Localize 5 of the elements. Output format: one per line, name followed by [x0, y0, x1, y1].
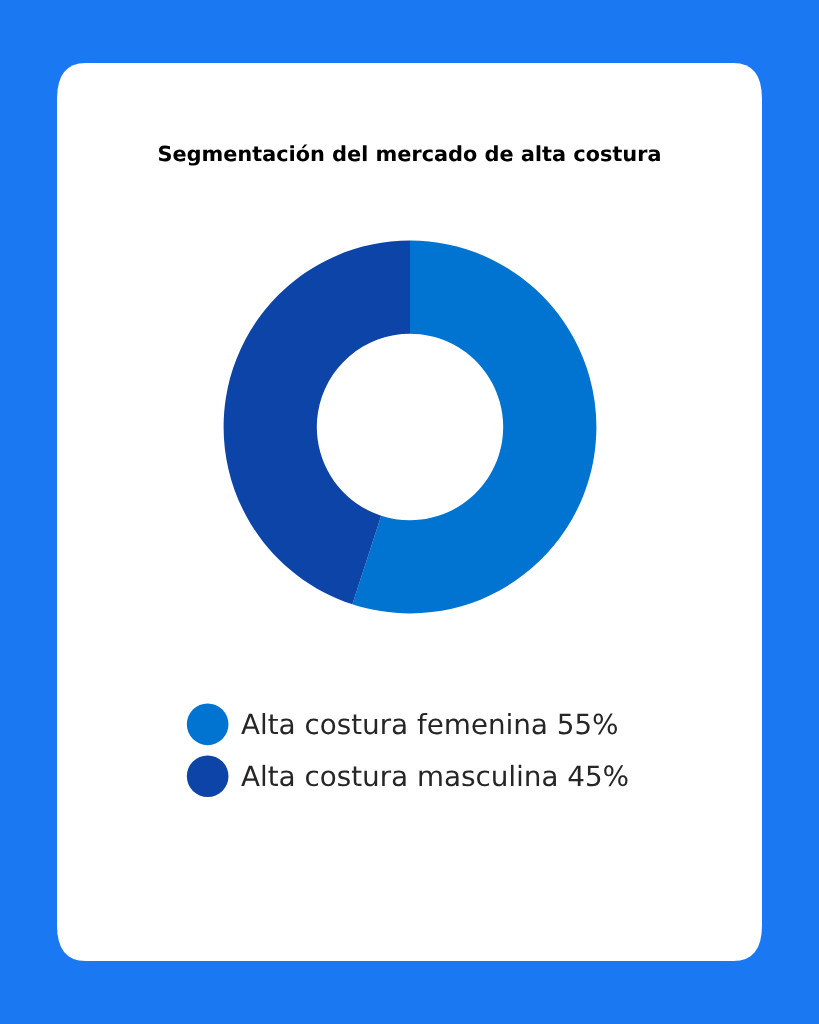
- chart-title: Segmentación del mercado de alta costura: [158, 144, 660, 166]
- legend-label: Alta costura masculina 45%: [241, 764, 628, 787]
- donut-slice: [352, 240, 597, 614]
- donut-slice: [223, 240, 410, 605]
- legend-label: Alta costura femenina 55%: [241, 712, 617, 735]
